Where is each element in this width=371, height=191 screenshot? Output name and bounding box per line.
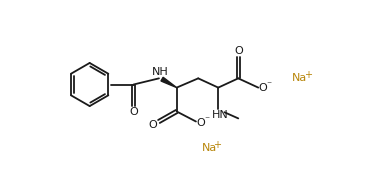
Text: Na: Na [201,143,217,153]
Text: ⁻: ⁻ [204,116,209,126]
Text: Na: Na [292,73,308,83]
Text: O: O [196,118,205,128]
Text: O: O [129,107,138,117]
Text: O: O [259,83,267,93]
Polygon shape [161,77,177,88]
Text: NH: NH [152,67,169,77]
Text: +: + [304,70,312,80]
Text: O: O [234,46,243,56]
Text: O: O [148,120,157,129]
Text: +: + [213,140,221,150]
Text: HN: HN [211,110,228,120]
Text: ⁻: ⁻ [266,80,272,90]
